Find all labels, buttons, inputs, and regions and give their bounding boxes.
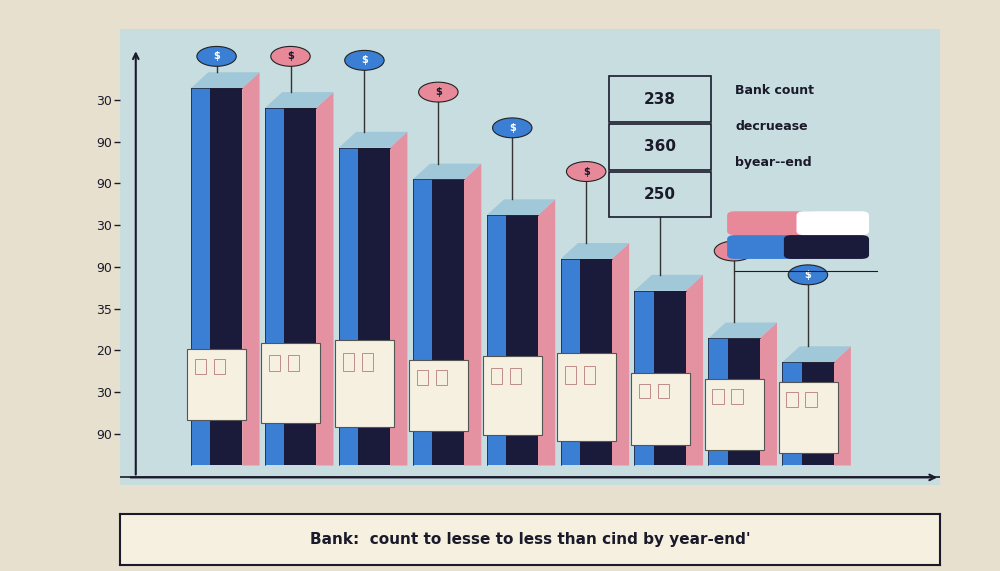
Text: $: $ <box>731 246 737 256</box>
Polygon shape <box>487 199 555 215</box>
Bar <box>436 371 447 385</box>
Polygon shape <box>782 362 802 465</box>
Polygon shape <box>708 339 728 465</box>
Text: $: $ <box>583 167 590 176</box>
FancyBboxPatch shape <box>784 235 869 259</box>
Polygon shape <box>464 164 481 465</box>
Bar <box>658 384 669 398</box>
Bar <box>639 384 650 398</box>
Text: decruease: decruease <box>735 120 808 133</box>
FancyBboxPatch shape <box>727 235 806 259</box>
Polygon shape <box>265 92 333 108</box>
Polygon shape <box>634 275 703 291</box>
Text: byear--end: byear--end <box>735 156 812 168</box>
Polygon shape <box>782 362 834 465</box>
FancyBboxPatch shape <box>409 360 468 431</box>
Bar <box>362 353 373 371</box>
Polygon shape <box>339 132 407 148</box>
Text: $: $ <box>213 51 220 61</box>
Polygon shape <box>686 275 703 465</box>
Text: $: $ <box>805 270 811 280</box>
Polygon shape <box>191 73 260 88</box>
FancyBboxPatch shape <box>727 211 819 235</box>
Bar <box>609 124 711 170</box>
Bar <box>786 392 798 407</box>
Polygon shape <box>834 347 851 465</box>
Polygon shape <box>265 108 316 465</box>
Circle shape <box>788 265 828 285</box>
Polygon shape <box>339 148 390 465</box>
FancyBboxPatch shape <box>631 373 690 444</box>
Text: $: $ <box>361 55 368 65</box>
Circle shape <box>197 46 236 66</box>
FancyBboxPatch shape <box>483 356 542 436</box>
Polygon shape <box>538 199 555 465</box>
Polygon shape <box>242 73 260 465</box>
Bar <box>269 355 280 371</box>
Polygon shape <box>561 259 580 465</box>
Bar <box>805 392 817 407</box>
Text: Bank count: Bank count <box>735 84 814 97</box>
Polygon shape <box>612 243 629 465</box>
Bar <box>609 76 711 122</box>
Polygon shape <box>339 148 358 465</box>
Polygon shape <box>390 132 407 465</box>
Polygon shape <box>316 92 333 465</box>
Bar <box>288 355 299 371</box>
Text: Bank:  count to lesse to less than cind by year-end': Bank: count to lesse to less than cind b… <box>310 532 750 547</box>
Text: 250: 250 <box>644 187 676 202</box>
Circle shape <box>419 82 458 102</box>
Polygon shape <box>561 243 629 259</box>
Bar <box>195 359 206 374</box>
Polygon shape <box>191 88 210 465</box>
Bar <box>510 368 521 384</box>
Polygon shape <box>708 339 760 465</box>
FancyBboxPatch shape <box>557 353 616 441</box>
Text: 360: 360 <box>644 139 676 154</box>
Circle shape <box>640 194 680 213</box>
Bar <box>565 367 576 384</box>
Polygon shape <box>265 108 284 465</box>
Polygon shape <box>634 291 686 465</box>
Polygon shape <box>708 323 777 339</box>
Bar <box>609 171 711 217</box>
Polygon shape <box>561 259 612 465</box>
Polygon shape <box>191 88 242 465</box>
FancyBboxPatch shape <box>796 211 869 235</box>
FancyBboxPatch shape <box>779 381 838 453</box>
FancyBboxPatch shape <box>705 379 764 451</box>
Bar <box>491 368 502 384</box>
Circle shape <box>493 118 532 138</box>
Circle shape <box>566 162 606 182</box>
Text: $: $ <box>509 123 516 133</box>
Bar <box>584 367 595 384</box>
Bar <box>417 371 428 385</box>
Circle shape <box>714 241 754 261</box>
Polygon shape <box>413 179 432 465</box>
Text: $: $ <box>435 87 442 97</box>
Polygon shape <box>782 347 851 362</box>
Text: $: $ <box>657 198 663 208</box>
Bar <box>731 389 743 404</box>
Bar <box>712 389 724 404</box>
Bar <box>214 359 225 374</box>
Polygon shape <box>634 291 654 465</box>
FancyBboxPatch shape <box>335 340 394 427</box>
Polygon shape <box>760 323 777 465</box>
FancyBboxPatch shape <box>187 349 246 420</box>
Polygon shape <box>413 179 464 465</box>
FancyBboxPatch shape <box>261 343 320 423</box>
Bar <box>343 353 354 371</box>
Polygon shape <box>487 215 538 465</box>
Circle shape <box>271 46 310 66</box>
Text: $: $ <box>287 51 294 61</box>
Circle shape <box>345 50 384 70</box>
Polygon shape <box>487 215 506 465</box>
Text: 238: 238 <box>644 91 676 107</box>
Polygon shape <box>413 164 481 179</box>
